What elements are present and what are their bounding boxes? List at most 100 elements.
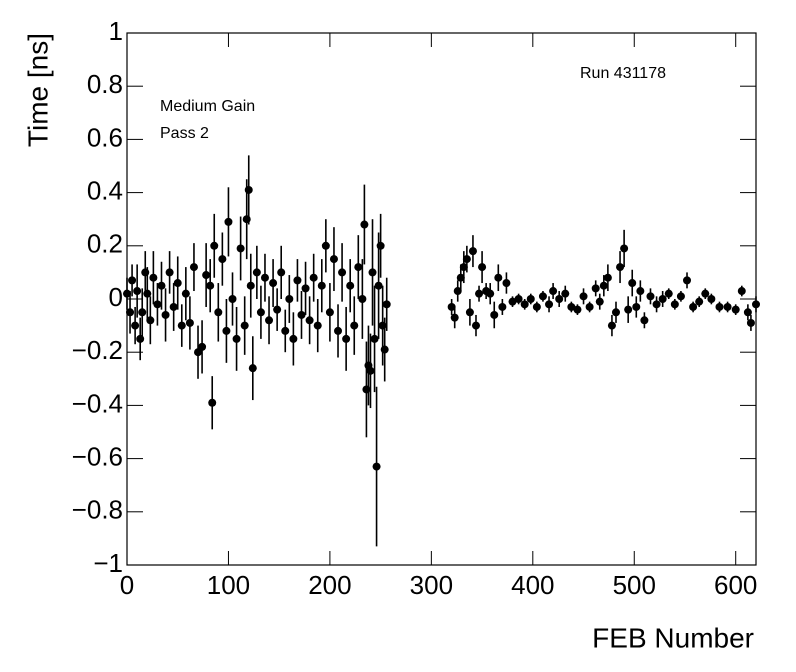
data-point (143, 289, 152, 298)
y-tick-label: 0 (109, 282, 123, 312)
data-point (202, 271, 211, 280)
data-point (334, 326, 343, 335)
data-point (611, 308, 620, 317)
data-point (240, 321, 249, 330)
data-point (358, 295, 367, 303)
y-tick-label: −1 (93, 548, 123, 578)
data-point (555, 295, 564, 303)
data-point (695, 297, 704, 306)
data-point (346, 281, 355, 290)
data-point (459, 263, 468, 272)
data-point (465, 308, 474, 317)
data-point (616, 263, 625, 272)
data-point (325, 308, 334, 317)
data-point (297, 310, 306, 319)
gain-label: Medium Gain (160, 98, 255, 115)
data-point (224, 217, 233, 226)
data-point (664, 289, 673, 298)
y-tick-label: −0.2 (72, 335, 123, 365)
data-point (731, 305, 740, 314)
data-point (214, 308, 223, 317)
data-point (652, 300, 661, 309)
data-point (545, 300, 554, 309)
data-point (453, 287, 462, 296)
data-point (502, 279, 511, 288)
data-point (133, 287, 142, 296)
data-point (206, 281, 215, 290)
data-point (157, 281, 166, 290)
data-point (368, 268, 377, 277)
data-point (549, 287, 558, 296)
data-point (350, 321, 359, 330)
y-tick-label: 0.2 (87, 229, 123, 259)
data-point (471, 321, 480, 330)
data-point (232, 334, 241, 343)
data-point (354, 263, 363, 272)
x-tick-label: 600 (714, 570, 757, 600)
data-point (658, 295, 667, 303)
data-point (737, 287, 746, 296)
data-point (309, 273, 318, 282)
data-point (329, 255, 338, 264)
y-tick-label: 1 (109, 16, 123, 46)
data-point (567, 302, 576, 311)
data-point (123, 289, 131, 298)
data-point (603, 273, 612, 282)
data-point (317, 281, 326, 290)
data-point (508, 297, 517, 306)
data-point (715, 302, 724, 311)
data-point (177, 321, 186, 330)
data-point (538, 292, 547, 301)
data-point (526, 295, 535, 303)
pass-label: Pass 2 (160, 125, 209, 142)
data-point (573, 305, 582, 314)
data-point (153, 300, 162, 309)
data-point (289, 334, 298, 343)
data-point (591, 284, 600, 293)
data-point (380, 345, 389, 354)
data-point (277, 268, 286, 277)
data-point (305, 316, 314, 325)
data-point (468, 247, 477, 256)
data-point (370, 334, 379, 343)
data-point (338, 268, 347, 277)
data-point (260, 273, 269, 282)
data-point (136, 334, 145, 343)
data-point (161, 310, 170, 319)
data-point (701, 289, 710, 298)
data-point (321, 241, 330, 250)
data-point (520, 300, 529, 309)
data-point (236, 244, 245, 253)
data-point (185, 318, 194, 327)
data-point (640, 316, 649, 325)
data-point (360, 220, 369, 229)
data-point (752, 300, 760, 309)
data-point (313, 321, 322, 330)
data-point (138, 308, 147, 317)
data-point (273, 305, 282, 314)
data-point (128, 276, 137, 285)
x-tick-label: 300 (410, 570, 453, 600)
y-tick-label: −0.4 (72, 388, 123, 418)
y-tick-label: −0.6 (72, 441, 123, 471)
data-point (514, 295, 523, 303)
data-point (189, 263, 198, 272)
data-point (746, 318, 755, 327)
data-point (366, 366, 375, 375)
data-point (743, 308, 752, 317)
x-tick-label: 500 (613, 570, 656, 600)
y-tick-label: −0.8 (72, 495, 123, 525)
run-label: Run 431178 (580, 65, 666, 82)
data-point (210, 241, 219, 250)
y-tick-label: 0.4 (87, 175, 123, 205)
data-point (342, 334, 351, 343)
data-point (628, 279, 637, 288)
data-point (248, 364, 257, 373)
data-point (486, 289, 495, 298)
data-point (498, 302, 507, 311)
data-point (607, 321, 616, 330)
data-point (636, 287, 645, 296)
data-point (281, 326, 290, 335)
data-point (478, 263, 487, 272)
data-point (683, 276, 692, 285)
